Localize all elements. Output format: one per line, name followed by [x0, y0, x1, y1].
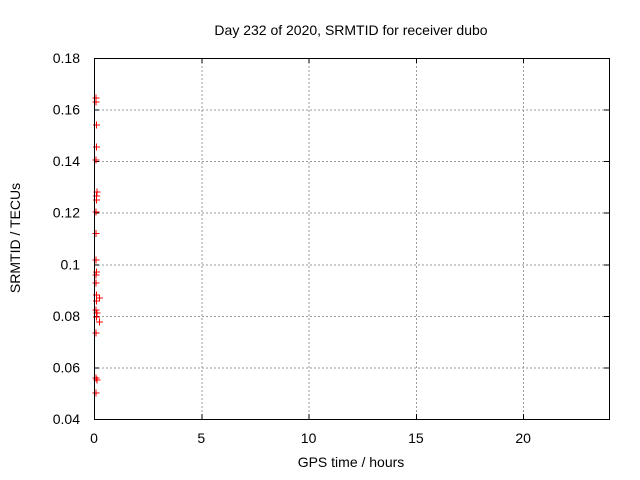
- tick-marks: [94, 58, 609, 420]
- x-tick-label: 10: [301, 430, 317, 446]
- data-points: [92, 94, 103, 397]
- x-axis-label: GPS time / hours: [298, 454, 405, 470]
- y-tick-label: 0.16: [53, 102, 80, 118]
- y-tick-labels: 0.04 0.06 0.08 0.1 0.12 0.14 0.16 0.18: [53, 50, 80, 427]
- y-tick-label: 0.06: [53, 359, 80, 375]
- x-tick-label: 15: [408, 430, 424, 446]
- y-tick-label: 0.04: [53, 411, 80, 427]
- x-tick-label: 5: [197, 430, 205, 446]
- grid-lines: [94, 58, 609, 419]
- y-tick-label: 0.1: [61, 256, 81, 272]
- y-tick-label: 0.08: [53, 308, 80, 324]
- x-tick-label: 0: [90, 430, 98, 446]
- plot-border: [94, 58, 610, 420]
- x-tick-label: 20: [515, 430, 531, 446]
- y-tick-label: 0.18: [53, 50, 80, 66]
- y-tick-label: 0.14: [53, 153, 80, 169]
- y-axis-label: SRMTID / TECUs: [7, 183, 23, 293]
- chart-title: Day 232 of 2020, SRMTID for receiver dub…: [214, 22, 487, 38]
- y-tick-label: 0.12: [53, 205, 80, 221]
- x-tick-labels: 0 5 10 15 20: [90, 430, 531, 446]
